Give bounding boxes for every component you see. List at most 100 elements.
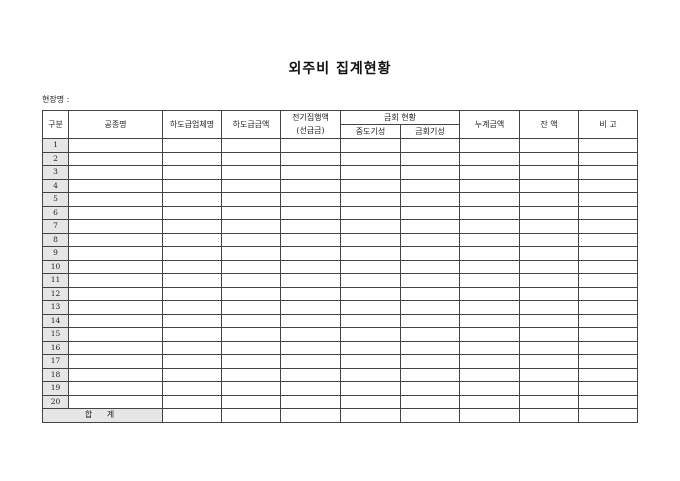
table-cell[interactable] xyxy=(221,232,281,247)
table-cell[interactable] xyxy=(280,313,341,328)
table-cell[interactable] xyxy=(221,273,281,288)
table-cell[interactable] xyxy=(280,394,341,409)
table-cell[interactable] xyxy=(399,151,461,166)
table-cell[interactable] xyxy=(578,394,639,409)
table-cell[interactable] xyxy=(340,205,401,220)
table-cell[interactable] xyxy=(68,205,163,220)
table-cell[interactable] xyxy=(578,354,639,369)
table-cell[interactable] xyxy=(162,138,222,153)
table-cell[interactable] xyxy=(340,313,401,328)
table-cell[interactable] xyxy=(340,381,401,396)
total-cell[interactable] xyxy=(162,408,222,423)
table-cell[interactable] xyxy=(68,219,163,234)
table-cell[interactable] xyxy=(519,327,580,342)
table-cell[interactable] xyxy=(399,381,461,396)
table-cell[interactable] xyxy=(399,394,461,409)
table-cell[interactable] xyxy=(459,394,521,409)
table-cell[interactable] xyxy=(519,286,580,301)
table-cell[interactable] xyxy=(519,232,580,247)
table-cell[interactable] xyxy=(221,165,281,180)
table-cell[interactable] xyxy=(68,273,163,288)
table-cell[interactable] xyxy=(578,151,639,166)
table-cell[interactable] xyxy=(399,327,461,342)
table-cell[interactable] xyxy=(578,286,639,301)
table-cell[interactable] xyxy=(399,259,461,274)
table-cell[interactable] xyxy=(162,354,222,369)
table-cell[interactable] xyxy=(280,340,341,355)
table-cell[interactable] xyxy=(459,327,521,342)
table-cell[interactable] xyxy=(459,232,521,247)
table-cell[interactable] xyxy=(68,232,163,247)
table-cell[interactable] xyxy=(162,205,222,220)
table-cell[interactable] xyxy=(340,246,401,261)
table-cell[interactable] xyxy=(578,165,639,180)
table-cell[interactable] xyxy=(162,151,222,166)
table-cell[interactable] xyxy=(68,286,163,301)
table-cell[interactable] xyxy=(340,138,401,153)
table-cell[interactable] xyxy=(578,367,639,382)
table-cell[interactable] xyxy=(280,381,341,396)
table-cell[interactable] xyxy=(459,178,521,193)
table-cell[interactable] xyxy=(459,246,521,261)
table-cell[interactable] xyxy=(459,313,521,328)
table-cell[interactable] xyxy=(280,205,341,220)
table-cell[interactable] xyxy=(68,165,163,180)
table-cell[interactable] xyxy=(399,219,461,234)
table-cell[interactable] xyxy=(578,246,639,261)
table-cell[interactable] xyxy=(459,165,521,180)
table-cell[interactable] xyxy=(280,273,341,288)
table-cell[interactable] xyxy=(221,219,281,234)
table-cell[interactable] xyxy=(519,259,580,274)
table-cell[interactable] xyxy=(280,192,341,207)
table-cell[interactable] xyxy=(340,165,401,180)
table-cell[interactable] xyxy=(280,327,341,342)
table-cell[interactable] xyxy=(221,205,281,220)
table-cell[interactable] xyxy=(578,313,639,328)
table-cell[interactable] xyxy=(340,340,401,355)
table-cell[interactable] xyxy=(459,151,521,166)
table-cell[interactable] xyxy=(578,178,639,193)
table-cell[interactable] xyxy=(399,178,461,193)
table-cell[interactable] xyxy=(162,246,222,261)
table-cell[interactable] xyxy=(162,232,222,247)
table-cell[interactable] xyxy=(399,286,461,301)
table-cell[interactable] xyxy=(459,273,521,288)
table-cell[interactable] xyxy=(519,367,580,382)
table-cell[interactable] xyxy=(280,286,341,301)
table-cell[interactable] xyxy=(399,138,461,153)
table-cell[interactable] xyxy=(221,394,281,409)
total-cell[interactable] xyxy=(340,408,401,423)
table-cell[interactable] xyxy=(459,219,521,234)
table-cell[interactable] xyxy=(519,219,580,234)
table-cell[interactable] xyxy=(459,381,521,396)
table-cell[interactable] xyxy=(399,205,461,220)
table-cell[interactable] xyxy=(68,340,163,355)
table-cell[interactable] xyxy=(68,300,163,315)
table-cell[interactable] xyxy=(399,192,461,207)
table-cell[interactable] xyxy=(221,381,281,396)
table-cell[interactable] xyxy=(578,232,639,247)
table-cell[interactable] xyxy=(162,259,222,274)
table-cell[interactable] xyxy=(162,381,222,396)
table-cell[interactable] xyxy=(280,354,341,369)
table-cell[interactable] xyxy=(340,259,401,274)
table-cell[interactable] xyxy=(578,381,639,396)
table-cell[interactable] xyxy=(280,232,341,247)
table-cell[interactable] xyxy=(221,300,281,315)
table-cell[interactable] xyxy=(340,232,401,247)
table-cell[interactable] xyxy=(280,138,341,153)
table-cell[interactable] xyxy=(68,259,163,274)
table-cell[interactable] xyxy=(68,178,163,193)
table-cell[interactable] xyxy=(280,246,341,261)
table-cell[interactable] xyxy=(221,192,281,207)
table-cell[interactable] xyxy=(459,259,521,274)
table-cell[interactable] xyxy=(519,381,580,396)
total-cell[interactable] xyxy=(399,408,461,423)
table-cell[interactable] xyxy=(340,273,401,288)
table-cell[interactable] xyxy=(340,219,401,234)
table-cell[interactable] xyxy=(162,313,222,328)
table-cell[interactable] xyxy=(340,178,401,193)
table-cell[interactable] xyxy=(519,394,580,409)
table-cell[interactable] xyxy=(399,165,461,180)
table-cell[interactable] xyxy=(221,178,281,193)
